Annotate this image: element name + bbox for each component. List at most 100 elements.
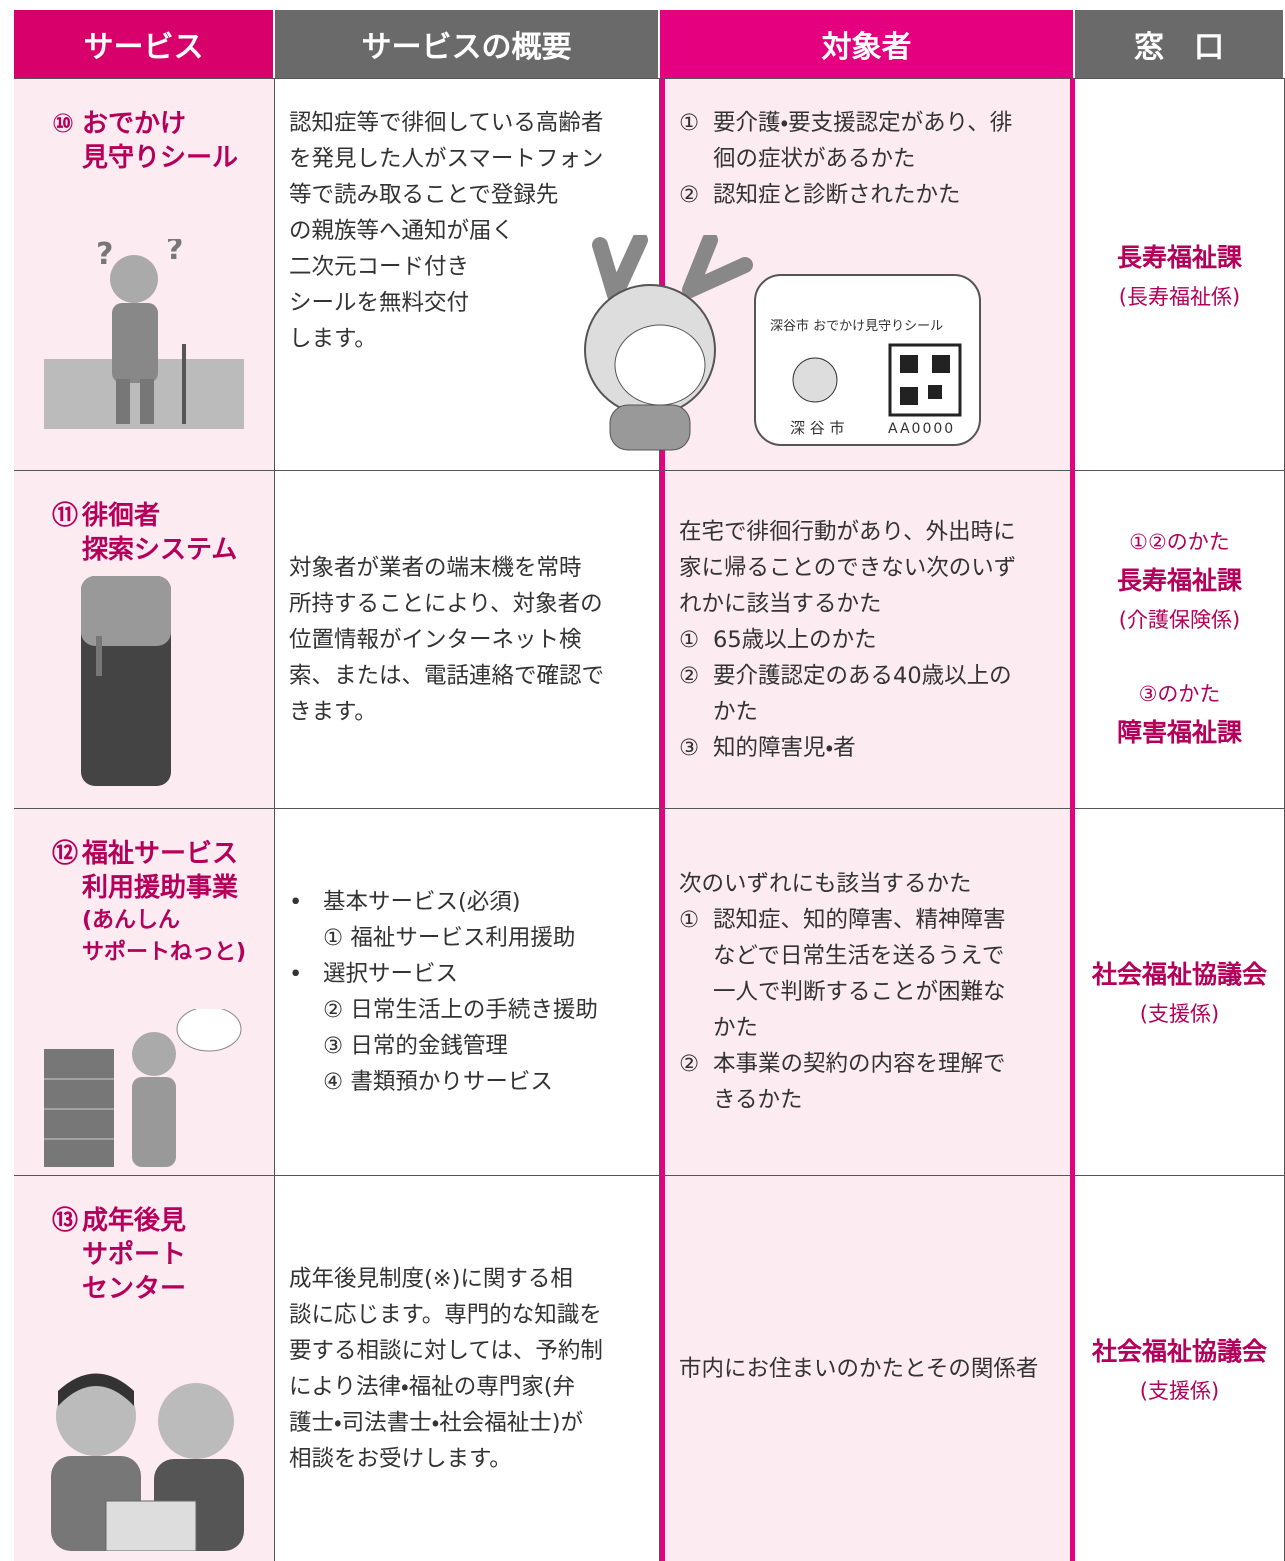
cell-content: • 基本サービス(必須) ① 福祉サービス利用援助 • 選択サービス ② 日常生活上の手続… (289, 884, 649, 1100)
contact-main: 社会福祉協議会 (1091, 1336, 1267, 1366)
contact-main: 障害福祉課 (1116, 717, 1242, 747)
text-line: 護士・司法書士・社会福祉士)が (289, 1409, 584, 1436)
item-lines: 選択サービス ② 日常生活上の手続き援助 ③ 日常的金銭管理 ④ 書類預かりサービス (323, 956, 598, 1100)
service-line: 見守りシール (82, 143, 239, 173)
service-name: ⑩ おでかけ見守りシール (52, 107, 274, 175)
text-line: シールを無料交付 (289, 290, 470, 316)
service-line: 探索システム (82, 535, 238, 565)
item-marker: ② (679, 662, 700, 689)
contact-main: 長寿福祉課 (1116, 565, 1242, 595)
cell-content: 市内にお住まいのかたとその関係者 (679, 1351, 1060, 1387)
item-marker: ① (679, 907, 700, 933)
service-line: 福祉サービス (82, 839, 239, 869)
cell-content: 社会福祉協議会 (支援係) (1092, 953, 1267, 1031)
text-line: 等で読み取ることで登録先 (289, 182, 559, 208)
illustration (51, 1373, 244, 1551)
cell: 社会福祉協議会 (支援係) (1075, 808, 1285, 1175)
item-lines: 要介護認定のある40歳以上の かた (713, 658, 1012, 730)
cell: 社会福祉協議会 (支援係) (1075, 1175, 1285, 1561)
item-lines: 認知症と診断されたかた (713, 177, 961, 213)
service-lines: おでかけ見守りシール (82, 107, 238, 175)
text-line: を発見した人がスマートフォン (289, 146, 604, 172)
service-line: おでかけ (82, 109, 187, 139)
item-lines: 本事業の契約の内容を理解で きるかた (713, 1046, 1006, 1118)
cell-content: 次のいずれにも該当するかた ① 認知症、知的障害、精神障害 などで日常生活を送るうえで… (679, 866, 1060, 1118)
cell: 成年後見制度(※)に関する相 談に応じます。専門的な知識を 要する相談に対しては、予… (275, 1175, 660, 1561)
list-item: ③ 知的障害児・者 (679, 730, 1060, 766)
item-lines: 要介護・要支援認定があり、徘 徊の症状があるかた (713, 105, 1012, 177)
list-item: ① 65歳以上のかた (679, 622, 1060, 658)
cell: 次のいずれにも該当するかた ① 認知症、知的障害、精神障害 などで日常生活を送るうえで… (660, 808, 1075, 1175)
illustration (44, 1009, 242, 1167)
cell-content: ⑪ 徘徊者 探索システム (52, 499, 274, 567)
text-line: れかに該当するかた (679, 590, 882, 617)
service-name: ⑫ 福祉サービス 利用援助事業 (あんしん サポートねっと) (52, 837, 274, 969)
service-line: 利用援助事業 (82, 873, 239, 903)
text-line: 要介護・要支援認定があり、徘 (713, 110, 1013, 136)
cell: ①②のかた 長寿福祉課 (介護保険係) ③のかた 障害福祉課 (1075, 470, 1285, 808)
item-marker: • (289, 889, 303, 915)
text-line: 65歳以上のかた (713, 626, 877, 653)
cell-content: 長寿福祉課 (長寿福祉係) (1117, 236, 1242, 314)
text-line: 要介護認定のある40歳以上の (713, 662, 1012, 689)
text-line: ② 日常生活上の手続き援助 (323, 997, 598, 1023)
cell: • 基本サービス(必須) ① 福祉サービス利用援助 • 選択サービス ② 日常生活上の手続… (275, 808, 660, 1175)
service-number: ⑩ (52, 109, 75, 139)
cell: ⑩ おでかけ見守りシール ?? (14, 78, 275, 470)
cell-content: 在宅で徘徊行動があり、外出時に 家に帰ることのできない次のいず れかに該当するかた ①… (679, 514, 1060, 766)
text-line: 在宅で徘徊行動があり、外出時に (679, 518, 1016, 545)
text-line: 選択サービス (323, 961, 459, 987)
cell: 認知症等で徘徊している高齢者 を発見した人がスマートフォン 等で読み取ることで登録先… (275, 78, 660, 470)
contact-small: ③のかた (1138, 681, 1221, 706)
list-item: • 選択サービス ② 日常生活上の手続き援助 ③ 日常的金銭管理 ④ 書類預かりサービス (289, 956, 649, 1100)
cell: 対象者が業者の端末機を常時 所持することにより、対象者の 位置情報がインターネット検… (275, 470, 660, 808)
text-line: 二次元コード付き (289, 254, 470, 280)
contact-sub: (介護保険係) (1118, 607, 1241, 632)
item-marker: ① (679, 110, 700, 136)
text-line: 徊の症状があるかた (713, 146, 916, 172)
item-marker: ① (679, 626, 700, 653)
text-line: 索、または、電話連絡で確認で (289, 662, 605, 689)
text-line: 知的障害児・者 (713, 734, 856, 761)
header-cell: サービスの概要 (275, 10, 660, 78)
text-line: 認知症等で徘徊している高齢者 (289, 110, 604, 136)
cell-content: ⑬ 成年後見 サポート センター (52, 1204, 274, 1306)
cell-content: ⑩ おでかけ見守りシール (52, 107, 274, 175)
text-line: 談に応じます。専門的な知識を (289, 1301, 602, 1328)
service-line: 徘徊者 (82, 501, 161, 531)
cell-content: ① 要介護・要支援認定があり、徘 徊の症状があるかた ② 認知症と診断されたかた (679, 105, 1060, 213)
service-note: サポートねっと) (82, 940, 247, 965)
service-line: センター (82, 1274, 187, 1304)
svg-text:?: ? (166, 239, 183, 267)
text-line: 相談をお受けします。 (289, 1445, 512, 1472)
cell-content: 成年後見制度(※)に関する相 談に応じます。専門的な知識を 要する相談に対しては、予… (289, 1261, 649, 1477)
svg-text:?: ? (96, 239, 113, 272)
cell-content: ①②のかた 長寿福祉課 (介護保険係) ③のかた 障害福祉課 (1117, 525, 1242, 755)
header-cell: 対象者 (660, 10, 1075, 78)
text-line: きるかた (713, 1087, 803, 1113)
cell-content: 対象者が業者の端末機を常時 所持することにより、対象者の 位置情報がインターネット検… (289, 550, 649, 730)
service-lines: 福祉サービス 利用援助事業 (あんしん サポートねっと) (82, 837, 246, 969)
item-marker: ② (679, 182, 700, 208)
sticker-code: AA0000 (888, 421, 955, 437)
list-item: ① 要介護・要支援認定があり、徘 徊の症状があるかた (679, 105, 1060, 177)
item-marker: • (289, 961, 303, 987)
text-line: 認知症と診断されたかた (713, 182, 961, 208)
text-line: 所持することにより、対象者の (289, 590, 603, 617)
text-line: ① 福祉サービス利用援助 (323, 925, 576, 951)
item-lines: 65歳以上のかた (713, 622, 877, 658)
cell: 市内にお住まいのかたとその関係者 (660, 1175, 1075, 1561)
service-number: ⑬ (52, 1206, 79, 1236)
item-lines: 基本サービス(必須) ① 福祉サービス利用援助 (323, 884, 575, 956)
contact-sub: (支援係) (1139, 1002, 1220, 1026)
sticker-illustration: 深谷市 おでかけ見守りシール 深 谷 市 AA0000 (584, 235, 981, 451)
text-line: 一人で判断することが困難な (713, 979, 1006, 1005)
contact-main: 社会福祉協議会 (1091, 960, 1267, 989)
cell-content: 認知症等で徘徊している高齢者 を発見した人がスマートフォン 等で読み取ることで登録先… (289, 105, 649, 357)
cell: ⑬ 成年後見 サポート センター (14, 1175, 275, 1561)
contact-sub: (長寿福祉係) (1118, 284, 1241, 309)
text-line: 家に帰ることのできない次のいず (679, 554, 1017, 581)
sticker-name: 深 谷 市 (790, 419, 845, 437)
item-lines: 認知症、知的障害、精神障害 などで日常生活を送るうえで 一人で判断することが困難なか… (713, 902, 1006, 1046)
illustration: ?? (44, 239, 244, 429)
